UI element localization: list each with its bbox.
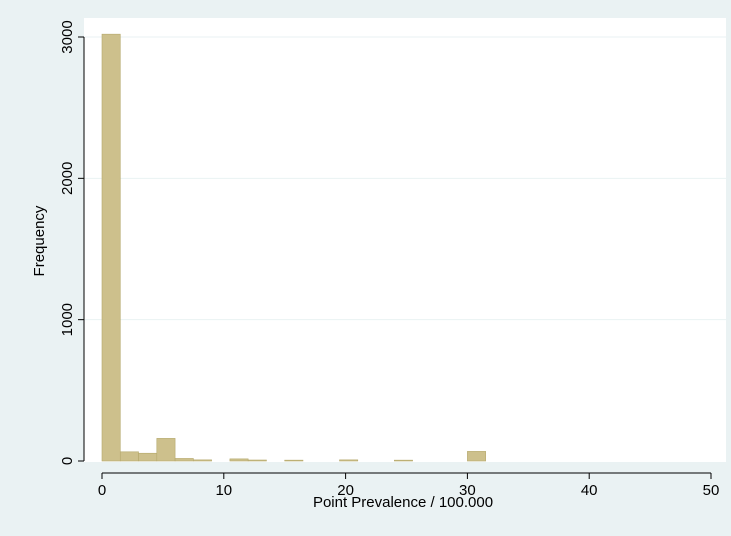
histogram-bar [101,33,121,462]
histogram-bar [284,459,304,462]
x-tick-label: 50 [703,482,720,499]
histogram-bar [138,452,158,462]
histogram-bar [467,451,486,462]
x-axis-label: Point Prevalence / 100.000 [313,494,493,511]
x-tick-label: 30 [459,482,476,499]
x-tick-label: 0 [98,482,106,499]
x-tick-label: 20 [337,482,354,499]
y-tick-label: 1000 [59,303,76,336]
bars [101,33,486,462]
histogram-bar [174,458,194,462]
histogram-bar [119,451,139,462]
histogram-bar [156,438,176,462]
y-tick-label: 0 [59,457,76,465]
grid-lines [84,36,726,321]
y-axis-label: Frequency [31,205,48,276]
histogram-bar [339,459,359,462]
y-tick-label: 2000 [59,162,76,195]
y-tick-label: 3000 [59,20,76,53]
histogram-bar [193,459,212,462]
plot-area [84,18,726,462]
histogram-bar [394,459,413,462]
x-tick-label: 10 [215,482,232,499]
histogram-bar [229,458,249,462]
x-tick-label: 40 [581,482,598,499]
axes: 0 1000 2000 3000 0 10 20 30 40 50 [59,20,719,499]
histogram-bar [247,459,267,462]
